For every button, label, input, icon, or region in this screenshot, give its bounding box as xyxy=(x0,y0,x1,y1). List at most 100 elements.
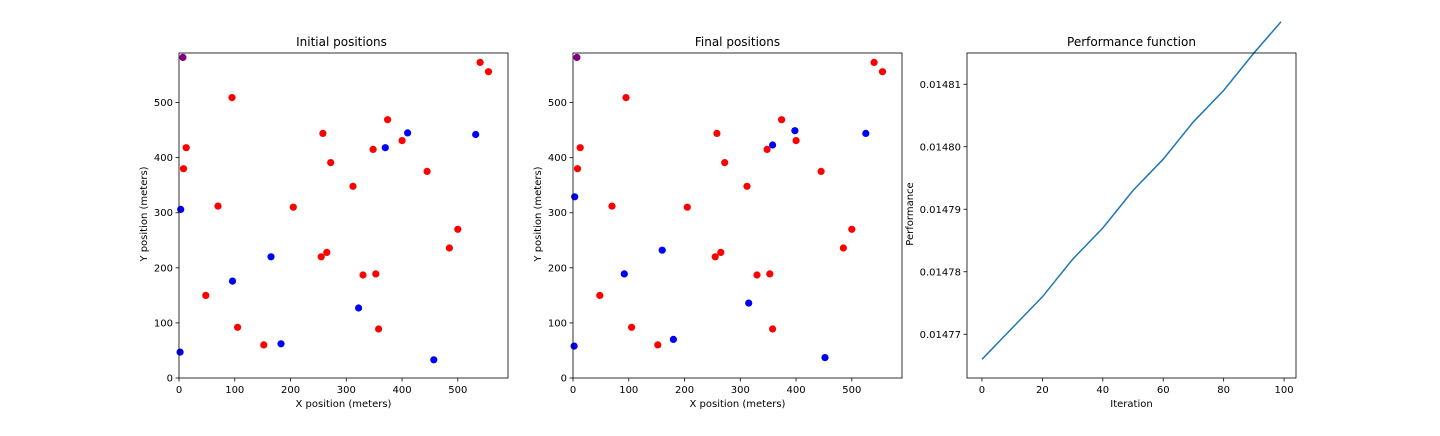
chart-final-positions: Final positions X position (meters) Y po… xyxy=(533,35,903,410)
point-red-14 xyxy=(763,145,771,153)
x-tick-label: 300 xyxy=(731,385,750,396)
point-red-0 xyxy=(182,144,190,152)
y-tick-label: 0.01477 xyxy=(920,330,961,341)
point-red-16 xyxy=(769,325,777,333)
point-blue-0 xyxy=(571,193,579,201)
point-purple-0 xyxy=(573,53,581,62)
point-red-11 xyxy=(721,159,729,167)
chart-title: Initial positions xyxy=(296,35,387,49)
point-blue-8 xyxy=(821,354,829,362)
point-red-15 xyxy=(766,270,774,278)
y-tick-label: 400 xyxy=(548,153,567,164)
x-tick-label: 40 xyxy=(1096,385,1109,396)
point-blue-4 xyxy=(669,335,678,343)
y-tick-label: 0.01479 xyxy=(920,205,961,216)
point-red-7 xyxy=(289,203,297,211)
point-red-18 xyxy=(398,137,406,145)
y-tick-label: 0.01478 xyxy=(920,267,961,278)
x-tick-label: 200 xyxy=(675,385,694,396)
point-red-22 xyxy=(870,58,878,66)
axes-frame xyxy=(178,52,509,379)
point-red-18 xyxy=(792,137,800,145)
point-red-12 xyxy=(349,182,357,190)
axes-frame xyxy=(572,52,903,379)
x-tick-label: 200 xyxy=(281,385,300,396)
x-tick-label: 0 xyxy=(570,385,576,396)
x-tick-label: 500 xyxy=(448,385,467,396)
point-red-23 xyxy=(878,68,887,76)
point-blue-1 xyxy=(176,348,184,356)
point-blue-6 xyxy=(381,144,389,152)
point-red-13 xyxy=(359,271,367,279)
x-tick-label: 80 xyxy=(1217,385,1230,396)
x-tick-label: 100 xyxy=(619,385,638,396)
y-axis-label: Y position (meters) xyxy=(139,166,150,262)
point-red-9 xyxy=(323,248,331,256)
point-red-8 xyxy=(711,253,719,261)
point-red-6 xyxy=(260,341,268,349)
y-tick-label: 300 xyxy=(154,208,173,219)
chart-initial-positions: Initial positions X position (meters) Y … xyxy=(139,35,509,410)
point-red-16 xyxy=(375,325,383,333)
y-axis-label: Y position (meters) xyxy=(533,166,544,262)
point-red-17 xyxy=(778,116,786,124)
y-tick-label: 400 xyxy=(154,153,173,164)
x-axis-label: X position (meters) xyxy=(690,399,786,410)
x-tick-label: 0 xyxy=(176,385,182,396)
point-red-3 xyxy=(608,202,616,210)
y-tick-label: 200 xyxy=(154,263,173,274)
point-red-12 xyxy=(743,182,751,190)
point-red-2 xyxy=(622,94,630,102)
point-red-15 xyxy=(372,270,380,278)
point-red-1 xyxy=(573,165,582,173)
y-tick-label: 0.01480 xyxy=(920,142,961,153)
point-red-11 xyxy=(327,159,335,167)
chart-title: Final positions xyxy=(695,35,780,49)
point-red-19 xyxy=(817,167,825,175)
point-blue-7 xyxy=(791,127,799,135)
point-red-8 xyxy=(317,253,325,261)
plot-area: 0 100 200 300 400 500 0 100 200 300 400 500 xyxy=(154,52,509,396)
y-tick-label: 0.01481 xyxy=(920,80,961,91)
x-axis-label: X position (meters) xyxy=(296,399,392,410)
y-tick-label: 200 xyxy=(548,263,567,274)
point-blue-8 xyxy=(430,356,438,364)
plot-area: 0 100 200 300 400 500 0 100 200 300 400 500 xyxy=(548,52,903,396)
point-red-21 xyxy=(454,225,462,233)
point-blue-9 xyxy=(862,129,870,137)
x-tick-label: 100 xyxy=(225,385,244,396)
point-red-10 xyxy=(713,129,721,137)
point-red-0 xyxy=(576,144,584,152)
y-tick-label: 300 xyxy=(548,208,567,219)
x-tick-label: 400 xyxy=(787,385,806,396)
point-blue-5 xyxy=(745,299,753,307)
point-blue-5 xyxy=(355,304,363,312)
plot-area: 0 20 40 60 80 100 0.01477 0.01478 0.01479 0.01480… xyxy=(920,21,1297,396)
y-tick-label: 500 xyxy=(154,98,173,109)
x-tick-label: 400 xyxy=(393,385,412,396)
chart-title: Performance function xyxy=(1067,35,1196,49)
y-tick-label: 100 xyxy=(154,318,173,329)
point-red-7 xyxy=(683,203,691,211)
point-blue-2 xyxy=(228,277,237,285)
point-red-4 xyxy=(202,291,210,299)
x-tick-label: 20 xyxy=(1036,385,1049,396)
point-red-22 xyxy=(476,58,484,66)
chart-performance-function: Performance function Iteration Performan… xyxy=(905,21,1297,410)
point-red-6 xyxy=(654,341,662,349)
point-blue-7 xyxy=(404,129,412,137)
point-red-23 xyxy=(484,68,493,76)
point-red-1 xyxy=(179,165,188,173)
axes-frame xyxy=(966,52,1297,379)
point-red-13 xyxy=(753,271,761,279)
y-axis-label: Performance xyxy=(905,182,916,245)
point-red-5 xyxy=(234,323,242,331)
point-red-19 xyxy=(423,167,431,175)
point-blue-9 xyxy=(472,130,480,139)
y-tick-label: 500 xyxy=(548,98,567,109)
y-tick-label: 0 xyxy=(561,374,567,385)
x-axis-label: Iteration xyxy=(1110,399,1152,410)
point-red-20 xyxy=(445,244,453,252)
point-red-14 xyxy=(369,145,377,153)
